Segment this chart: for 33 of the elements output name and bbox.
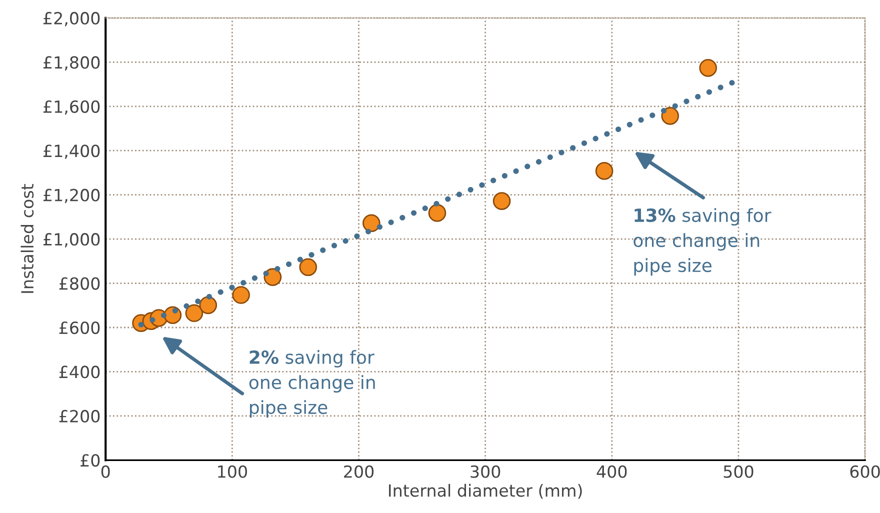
y-tick-label: £1,800 — [43, 56, 100, 70]
point — [595, 162, 614, 180]
y-tick-label: £400 — [59, 366, 100, 378]
point — [428, 204, 446, 222]
y-tick-label: £800 — [59, 277, 100, 290]
y-tick-label: £1,600 — [43, 100, 100, 115]
y-tick-label: £600 — [59, 321, 100, 334]
x-axis-title: Internal diameter (mm) — [389, 484, 582, 499]
x-tick-label: 200 — [344, 465, 374, 478]
y-tick-label: £2,000 — [43, 12, 100, 26]
x-tick-label: 600 — [850, 465, 880, 478]
y-tick-label: £0 — [80, 454, 100, 467]
point — [299, 258, 318, 276]
y-axis-title: Installed cost — [20, 184, 34, 293]
point — [185, 304, 204, 322]
x-tick-label: 400 — [596, 465, 627, 478]
point — [661, 106, 680, 125]
y-tick-label: £1,200 — [43, 188, 100, 204]
point — [199, 296, 218, 314]
y-tick-label: £1,000 — [43, 233, 100, 248]
y-tick-label: £200 — [59, 410, 100, 423]
y-tick-label: £1,400 — [43, 144, 100, 159]
annotation: 13% saving for one change in pipe size — [634, 208, 772, 276]
annotation: 2% saving for one change in pipe size — [249, 350, 375, 418]
x-tick-label: 500 — [724, 465, 754, 478]
point — [264, 268, 282, 286]
point — [232, 286, 250, 304]
point — [492, 192, 511, 210]
x-tick-label: 100 — [218, 465, 247, 478]
point — [362, 214, 380, 232]
x-tick-label: 0 — [101, 465, 110, 478]
x-tick-label: 300 — [470, 465, 500, 478]
point — [699, 59, 717, 77]
